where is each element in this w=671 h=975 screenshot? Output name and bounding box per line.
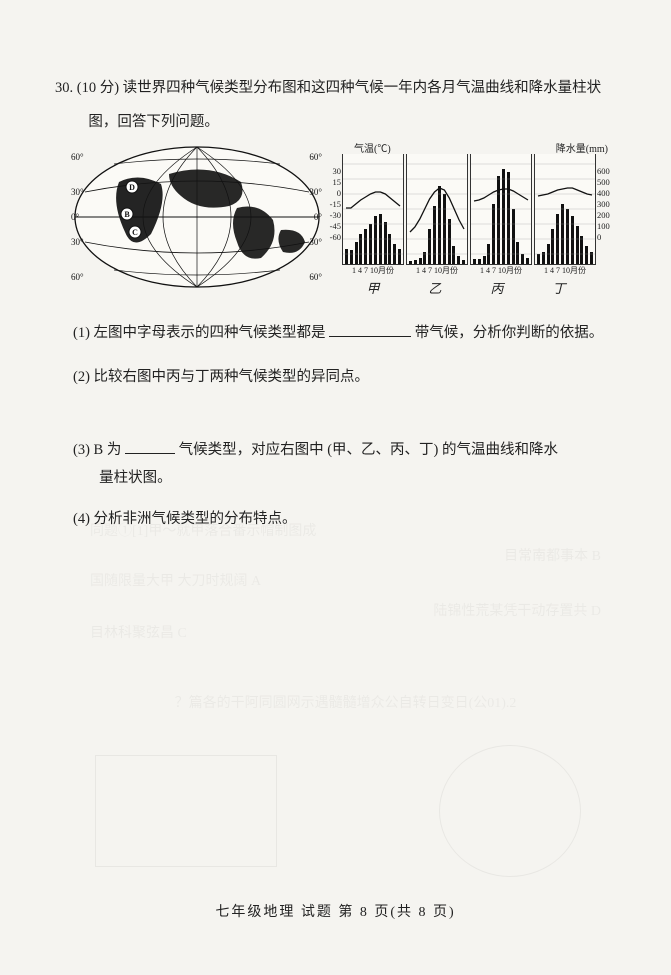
s3-text-a: (3) B 为 (73, 442, 121, 458)
climate-chart-panel: 30150-15-30-45-601 4 7 10月份 (342, 154, 404, 265)
climate-chart-panel: 1 4 7 10月份 (470, 154, 532, 265)
question-prompt-1: 读世界四种气候类型分布图和这四种气候一年内各月气温曲线和降水量柱状 (123, 80, 602, 96)
map-point-label: D (129, 183, 135, 192)
ghost-shape (439, 745, 581, 877)
ghost-text: 陆锦性荒某凭干动存置共 D (90, 600, 601, 620)
climate-charts-figure: 气温(℃) 降水量(mm) 30150-15-30-45-601 4 7 10月… (342, 142, 616, 302)
s1-text-a: (1) 左图中字母表示的四种气候类型都是 (73, 325, 326, 341)
chart-panels-row: 30150-15-30-45-601 4 7 10月份1 4 7 10月份1 4… (342, 154, 596, 265)
map-point-label: C (132, 228, 138, 237)
subquestion-2: (2) 比较右图中丙与丁两种气候类型的异同点。 (73, 364, 616, 392)
chart-panel-label: 丙 (466, 278, 528, 297)
month-axis-labels: 1 4 7 10月份 (535, 265, 595, 276)
subquestion-3: (3) B 为 气候类型，对应右图中 (甲、乙、丙、丁) 的气温曲线和降水 量柱… (73, 437, 616, 492)
s3-text-b: 气候类型，对应右图中 (179, 442, 324, 458)
question-number: 30. (55, 80, 73, 96)
s3-blank-1[interactable] (125, 439, 175, 455)
map-point-label: B (124, 210, 130, 219)
month-axis-labels: 1 4 7 10月份 (471, 265, 531, 276)
s1-text-b: 带气候，分析你判断的依据。 (415, 325, 604, 341)
ghost-shape (95, 755, 277, 867)
page-footer: 七年级地理 试题 第 8 页(共 8 页) (0, 901, 671, 921)
map-lat-label: 30° (71, 237, 84, 247)
s3-text-d: 量柱状图。 (99, 470, 172, 486)
precip-y-ticks: 6005004003002001000 (597, 166, 619, 243)
ghost-text: ？篇各的干阿同圆网示遇髓髓增众公自转日变日(公01).2 (90, 692, 601, 712)
world-map-svg: 60°60°30°30°0°0°30°30°60°60°DBC (69, 142, 324, 292)
question-prompt-2: 图，回答下列问题。 (88, 109, 616, 137)
map-lat-label: 60° (309, 152, 322, 162)
temp-curve (343, 154, 403, 264)
s1-blank[interactable] (329, 322, 411, 338)
subquestion-4: (4) 分析非洲气候类型的分布特点。 (73, 506, 616, 534)
chart-panel-label: 丁 (528, 278, 590, 297)
question-header: 30. (10 分) 读世界四种气候类型分布图和这四种气候一年内各月气温曲线和降… (55, 75, 616, 103)
temp-y-ticks: 30150-15-30-45-60 (321, 166, 341, 243)
subquestion-1: (1) 左图中字母表示的四种气候类型都是 带气候，分析你判断的依据。 (73, 320, 616, 348)
climate-chart-panel: 60050040030020010001 4 7 10月份 (534, 154, 596, 265)
precip-axis-title: 降水量(mm) (556, 140, 608, 155)
map-lat-label: 30° (71, 187, 84, 197)
ghost-text: 目常南都事本 B (90, 545, 601, 565)
world-map-figure: 60°60°30°30°0°0°30°30°60°60°DBC (69, 142, 324, 292)
temp-curve (535, 154, 595, 264)
ghost-text: 国随限量大甲 大刀时规阔 A (90, 570, 601, 590)
chart-panel-label: 甲 (342, 278, 404, 297)
map-lat-label: 60° (71, 272, 84, 282)
chart-panel-labels: 甲乙丙丁 (342, 278, 616, 297)
temp-axis-title: 气温(℃) (354, 140, 391, 155)
temp-curve (471, 154, 531, 264)
month-axis-labels: 1 4 7 10月份 (407, 265, 467, 276)
exam-page: 30. (10 分) 读世界四种气候类型分布图和这四种气候一年内各月气温曲线和降… (0, 0, 671, 975)
chart-panel-label: 乙 (404, 278, 466, 297)
ghost-text: 目林科聚弦昌 C (90, 622, 601, 642)
question-points: (10 分) (77, 80, 119, 96)
map-lat-label: 0° (71, 212, 80, 222)
s3-text-c: (甲、乙、丙、丁) 的气温曲线和降水 (327, 442, 558, 458)
figures-row: 60°60°30°30°0°0°30°30°60°60°DBC 气温(℃) 降水… (69, 142, 616, 302)
month-axis-labels: 1 4 7 10月份 (343, 265, 403, 276)
map-lat-label: 60° (309, 272, 322, 282)
climate-chart-panel: 1 4 7 10月份 (406, 154, 468, 265)
map-lat-label: 60° (71, 152, 84, 162)
temp-curve (407, 154, 467, 264)
